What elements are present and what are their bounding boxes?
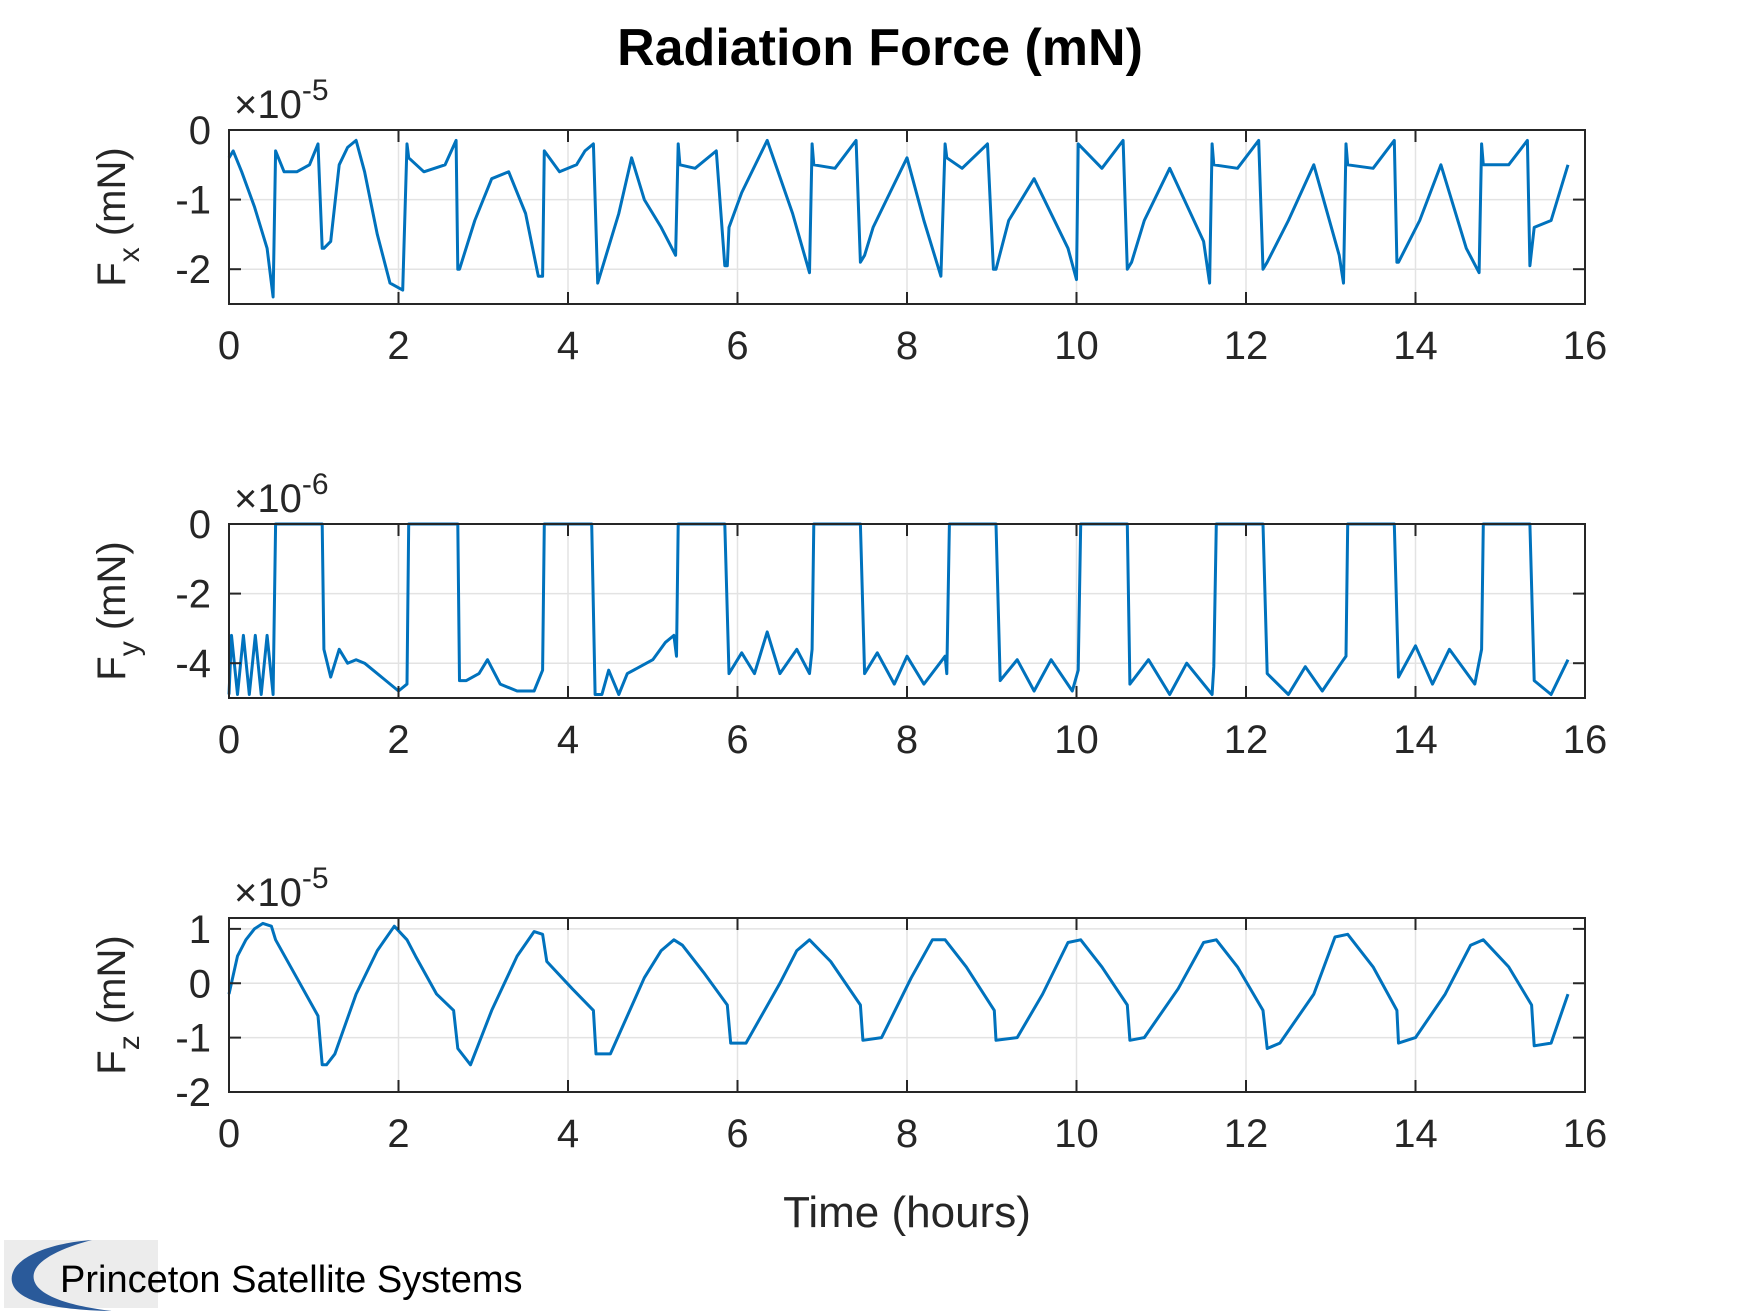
x-tick-label: 16	[1563, 718, 1608, 762]
x-tick-label: 0	[218, 1112, 240, 1156]
y-axis-label-unit: (mN)	[90, 935, 134, 1035]
x-tick-label: 10	[1054, 324, 1099, 368]
y-multiplier-base: ×10	[234, 477, 302, 521]
x-tick-label: 0	[218, 324, 240, 368]
y-tick-label: -1	[175, 179, 211, 223]
y-tick-label: -2	[175, 573, 211, 617]
x-tick-label: 6	[726, 718, 748, 762]
y-tick-label: 0	[189, 503, 211, 547]
y-axis-label-subscript: x	[113, 247, 146, 262]
series-line-x	[227, 138, 1570, 299]
x-tick-label: 0	[218, 718, 240, 762]
logo: Princeton Satellite Systems	[4, 1240, 523, 1311]
x-tick-label: 12	[1224, 1112, 1269, 1156]
y-tick-label: -4	[175, 642, 211, 686]
y-tick-label: 0	[189, 109, 211, 153]
y-tick-label: -2	[175, 248, 211, 292]
x-tick-label: 14	[1393, 718, 1438, 762]
y-axis-label: Fy (mN)	[90, 541, 146, 680]
y-axis-label-unit: (mN)	[90, 541, 134, 641]
x-tick-label: 12	[1224, 718, 1269, 762]
x-tick-label: 4	[557, 718, 579, 762]
x-tick-label: 4	[557, 1112, 579, 1156]
y-axis-label-subscript: z	[113, 1035, 146, 1050]
x-axis-label: Time (hours)	[783, 1188, 1031, 1237]
x-tick-label: 4	[557, 324, 579, 368]
y-multiplier: ×10-5	[234, 74, 329, 127]
y-multiplier-base: ×10	[234, 83, 302, 127]
logo-swoosh-icon	[11, 1240, 112, 1311]
y-tick-label: -2	[175, 1071, 211, 1115]
y-axis-label: Fz (mN)	[90, 935, 146, 1074]
y-multiplier-exponent: -5	[302, 74, 329, 107]
series-line-y	[227, 522, 1570, 696]
y-multiplier: ×10-5	[234, 862, 329, 915]
x-tick-label: 8	[896, 324, 918, 368]
y-multiplier-exponent: -6	[302, 468, 329, 501]
y-axis-label-main: F	[90, 656, 134, 680]
logo-text: Princeton Satellite Systems	[60, 1259, 523, 1301]
x-tick-label: 6	[726, 1112, 748, 1156]
y-tick-label: 0	[189, 962, 211, 1006]
chart-title: Radiation Force (mN)	[617, 19, 1143, 77]
x-tick-label: 2	[387, 324, 409, 368]
x-tick-label: 8	[896, 1112, 918, 1156]
x-tick-label: 12	[1224, 324, 1269, 368]
y-axis-label-main: F	[90, 262, 134, 286]
subplot-y: 0 2 4 6 8 10 12 14 16 0 -2 -4 ×10-6 Fy (mN)	[90, 468, 1607, 762]
x-tick-label: 8	[896, 718, 918, 762]
x-tick-label: 16	[1563, 1112, 1608, 1156]
x-tick-label: 6	[726, 324, 748, 368]
y-axis-label: Fx (mN)	[90, 147, 146, 286]
x-tick-label: 10	[1054, 1112, 1099, 1156]
y-axis-label-unit: (mN)	[90, 147, 134, 247]
y-axis-label-main: F	[90, 1050, 134, 1074]
y-multiplier: ×10-6	[234, 468, 329, 521]
y-tick-label: -1	[175, 1017, 211, 1061]
x-tick-label: 2	[387, 1112, 409, 1156]
y-axis-label-subscript: y	[113, 641, 146, 656]
y-multiplier-exponent: -5	[302, 862, 329, 895]
x-tick-label: 2	[387, 718, 409, 762]
subplot-x: 0 2 4 6 8 10 12 14 16 0 -1 -2 ×10-5 Fx (mN)	[90, 74, 1607, 368]
x-tick-label: 14	[1393, 1112, 1438, 1156]
y-tick-label: 1	[189, 908, 211, 952]
series-line-z	[227, 921, 1570, 1067]
x-tick-label: 16	[1563, 324, 1608, 368]
y-multiplier-base: ×10	[234, 871, 302, 915]
x-tick-label: 14	[1393, 324, 1438, 368]
x-tick-label: 10	[1054, 718, 1099, 762]
